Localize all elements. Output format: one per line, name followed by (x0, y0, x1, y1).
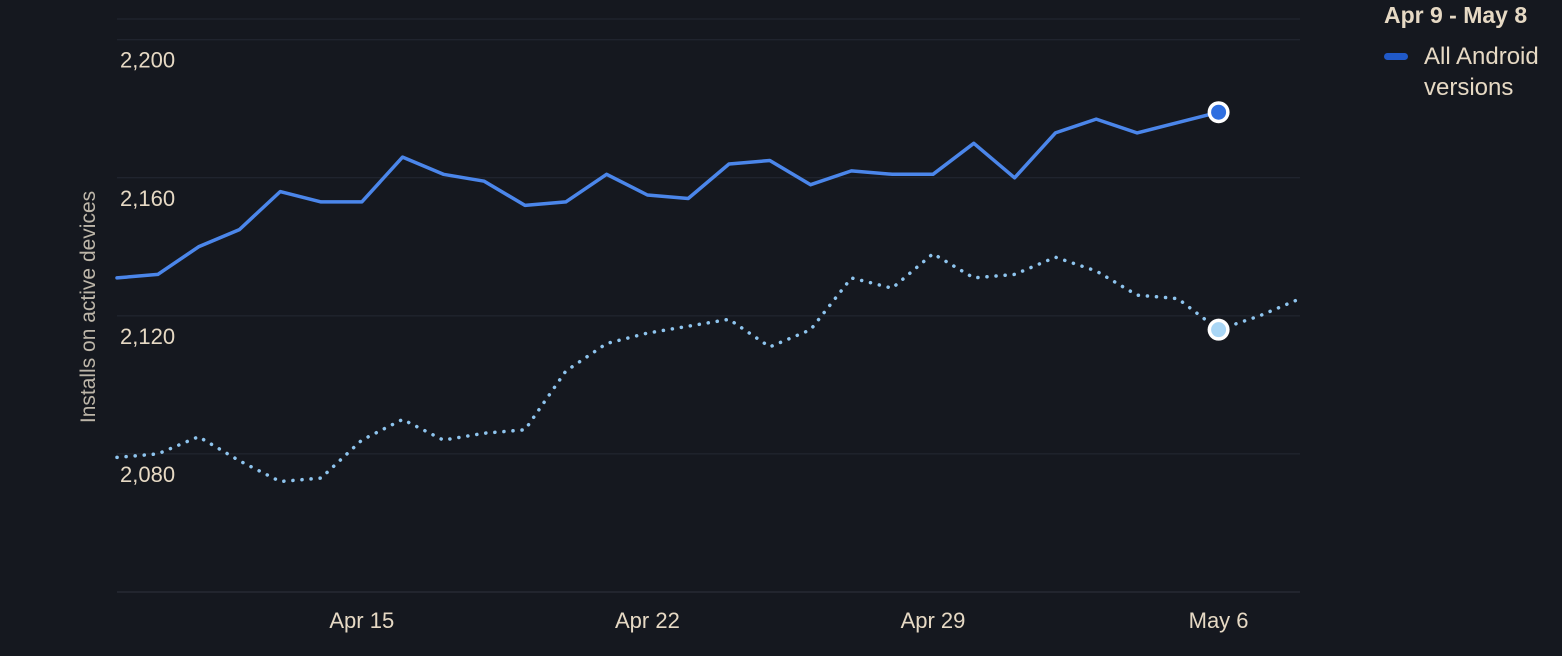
grid-lines (117, 18, 1300, 593)
legend-swatch (1384, 53, 1408, 60)
y-tick-label: 2,120 (120, 324, 175, 349)
series-line-all-android-versions (115, 110, 1221, 280)
x-tick-label: Apr 15 (329, 608, 394, 633)
comparison-series-line (115, 251, 1302, 484)
y-axis-label: Installs on active devices (77, 191, 100, 423)
legend: Apr 9 - May 8 All Android versions (1384, 2, 1562, 103)
highlight-point[interactable] (1211, 104, 1227, 120)
legend-title: Apr 9 - May 8 (1384, 2, 1528, 28)
x-tick-label: Apr 22 (615, 608, 680, 633)
y-tick-label: 2,080 (120, 462, 175, 487)
series-lines (115, 101, 1302, 484)
legend-item-label: All Android versions (1424, 43, 1539, 101)
x-tick-label: Apr 29 (901, 608, 966, 633)
y-tick-label: 2,160 (120, 186, 175, 211)
y-axis-ticks: 2,080 2,120 2,160 2,200 (120, 48, 175, 487)
x-tick-label: May 6 (1189, 608, 1249, 633)
y-tick-label: 2,200 (120, 48, 175, 73)
highlight-point[interactable] (1211, 322, 1227, 338)
legend-item-all-android-versions[interactable]: All Android versions (1384, 41, 1562, 103)
x-axis-ticks: Apr 15 Apr 22 Apr 29 May 6 (329, 608, 1248, 633)
